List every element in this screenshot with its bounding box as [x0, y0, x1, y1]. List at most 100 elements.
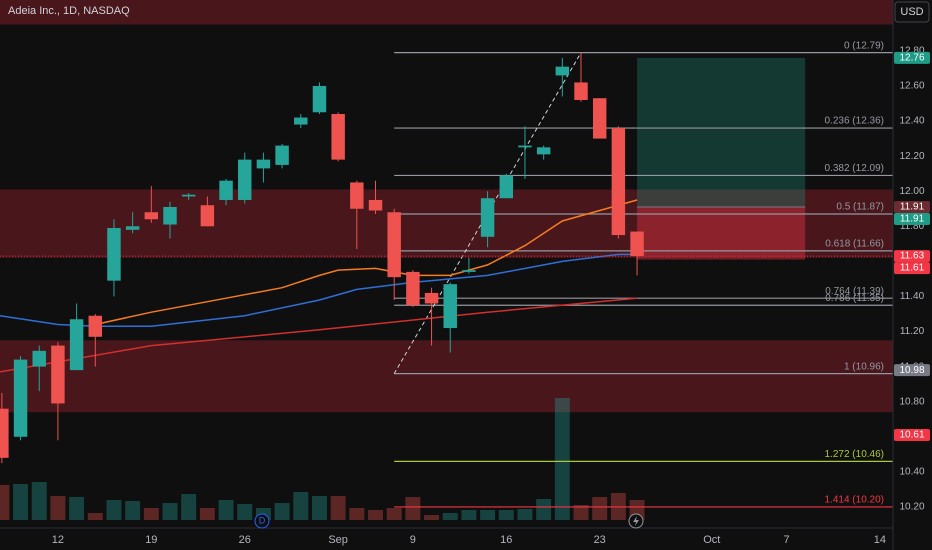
dividend-icon[interactable]	[254, 513, 270, 529]
candle-body	[13, 359, 28, 437]
chart-title: Adeia Inc., 1D, NASDAQ	[8, 5, 130, 17]
y-tick-label: 10.20	[899, 502, 924, 513]
candle-body	[200, 205, 215, 227]
candle-body	[387, 212, 401, 278]
candle-body	[0, 408, 9, 458]
price-label: 10.98	[899, 365, 924, 376]
y-tick-label: 10.80	[899, 396, 924, 407]
candle-body	[125, 226, 140, 230]
candle-body	[518, 145, 532, 148]
volume-bar	[405, 497, 421, 520]
volume-bar	[368, 510, 383, 520]
fib-label: 0.786 (11.35)	[825, 293, 884, 304]
fib-label: 1.414 (10.20)	[825, 495, 885, 506]
volume-bar	[573, 505, 589, 520]
candle-body	[592, 98, 607, 139]
currency-box[interactable]	[894, 1, 930, 23]
volume-bar	[69, 497, 85, 520]
candle-body	[630, 231, 644, 257]
price-label: 10.61	[899, 430, 924, 441]
x-tick-label: 23	[594, 534, 606, 546]
volume-bar	[311, 496, 327, 520]
candle-body	[499, 175, 514, 199]
price-label: 11.91	[900, 202, 925, 213]
price-label-box	[894, 51, 930, 64]
volume-bar	[13, 484, 29, 520]
volume-bar	[181, 494, 197, 520]
volume-bar	[442, 513, 458, 520]
price-label: 11.61	[900, 263, 925, 274]
candle-body	[256, 159, 271, 169]
y-tick-label: 12.00	[899, 186, 924, 197]
volume-bar	[554, 398, 570, 520]
candle-body	[181, 194, 196, 197]
volume-bar	[162, 503, 178, 520]
y-tick-label: 12.40	[899, 116, 924, 127]
volume-bar	[293, 492, 309, 520]
x-tick-label: 7	[783, 534, 789, 546]
candle-body	[144, 212, 159, 220]
volume-bar	[424, 515, 440, 520]
x-tick-label: 19	[145, 534, 157, 546]
volume-bar	[461, 510, 477, 520]
volume-bar	[536, 499, 552, 520]
volume-bar	[199, 508, 215, 520]
position-stop	[637, 206, 806, 260]
volume-bar	[0, 485, 10, 520]
x-tick-label: Oct	[703, 534, 720, 546]
price-label: 12.76	[899, 53, 924, 64]
volume-bar	[31, 482, 47, 520]
volume-bar	[349, 508, 365, 520]
price-label-box	[894, 262, 930, 275]
position-target	[637, 57, 806, 207]
candle-body	[574, 82, 588, 100]
x-tick-label: 16	[500, 534, 512, 546]
dividend-icon-letter: D	[259, 515, 266, 525]
fib-label: 0.618 (11.66)	[825, 238, 884, 249]
price-label-box	[894, 200, 930, 213]
volume-bar	[87, 513, 103, 520]
volume-bar	[218, 500, 234, 520]
candle-body	[536, 147, 551, 155]
volume-bar	[592, 497, 608, 520]
candle-body	[163, 206, 177, 225]
candle-body	[88, 315, 103, 337]
volume-bar	[480, 510, 496, 520]
price-label-box	[894, 429, 930, 442]
candle-body	[611, 128, 626, 236]
candle-body	[443, 284, 457, 329]
fib-label: 0.236 (12.36)	[825, 116, 885, 127]
volume-bar	[143, 508, 159, 520]
volume-bar	[498, 510, 514, 520]
candle-body	[312, 85, 327, 113]
candle-body	[480, 198, 495, 237]
y-tick-label: 11.80	[900, 221, 925, 232]
y-tick-label: 12.80	[899, 46, 924, 57]
earnings-icon-bolt	[633, 516, 639, 526]
price-label: 11.91	[900, 214, 925, 225]
candle-body	[331, 114, 345, 160]
candle-body	[368, 199, 383, 211]
x-tick-label: 9	[410, 534, 416, 546]
candle-body	[350, 182, 364, 209]
volume-bar	[274, 503, 290, 520]
x-tick-label: 26	[239, 534, 251, 546]
moving-average	[0, 297, 638, 373]
y-tick-label: 12.60	[899, 81, 924, 92]
volume-bar	[386, 508, 402, 520]
volume-bar	[330, 496, 346, 520]
fib-label: 0.382 (12.09)	[825, 163, 885, 174]
x-tick-label: 12	[52, 534, 64, 546]
price-label-box	[894, 364, 930, 377]
candle-body	[238, 159, 252, 200]
candle-body	[275, 145, 289, 165]
fib-label: 0 (12.79)	[844, 40, 884, 51]
zone	[0, 189, 893, 258]
candle-body	[406, 271, 420, 306]
zone	[0, 340, 893, 413]
volume-bar	[237, 504, 253, 520]
volume-bar	[50, 496, 66, 520]
price-label-box	[894, 212, 930, 225]
